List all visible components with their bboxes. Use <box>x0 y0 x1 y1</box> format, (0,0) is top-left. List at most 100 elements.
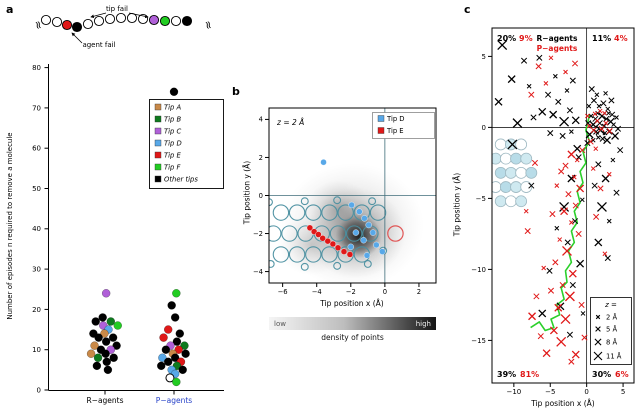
data-point-x <box>528 182 535 189</box>
legend-marker <box>154 151 162 159</box>
molecule-unit <box>126 12 138 24</box>
chain-break-mark: ≈ <box>31 19 46 31</box>
data-point-x <box>548 55 554 61</box>
molecule-atom <box>515 195 528 208</box>
panel-b-x-axis-title: Tip position x (Å) <box>320 299 384 308</box>
data-point-x <box>535 63 542 70</box>
molecule-atom-outline <box>353 204 371 221</box>
legend-label: Other tips <box>164 176 198 184</box>
panel-a-chart: ≈ ≈ tip fail agent fail 0 10 20 30 40 50 60 70 80 R−a… <box>31 5 224 405</box>
data-point-x <box>610 157 616 163</box>
molecule-atom <box>505 138 517 151</box>
data-point-x <box>507 75 516 84</box>
molecule-unit <box>170 15 182 27</box>
pct-bottom-left-black: 39% <box>497 370 516 379</box>
molecule-atom-outline <box>368 197 377 206</box>
data-point-x <box>494 97 503 106</box>
data-point <box>348 201 355 209</box>
data-point-x <box>564 239 571 246</box>
data-point <box>101 349 110 358</box>
data-point-x <box>593 146 599 152</box>
x-tick-label: −10 <box>506 388 521 396</box>
p-agents-label: P−agents <box>537 44 578 53</box>
data-point-x <box>559 281 566 289</box>
data-point-x <box>590 166 596 171</box>
pct-bottom-right-red: 6% <box>615 370 629 379</box>
molecule-atom-outline <box>333 196 342 205</box>
molecule-atom-outline <box>321 204 338 221</box>
legend-label: Tip A <box>164 104 182 112</box>
legend-box <box>149 99 224 189</box>
data-point-x <box>602 110 607 116</box>
data-point-x <box>531 159 539 166</box>
data-point-x <box>596 201 607 212</box>
data-point-x <box>564 291 575 302</box>
data-point-x <box>590 137 596 143</box>
molecule-atom-outline <box>272 246 290 263</box>
data-point-x <box>546 267 553 274</box>
size-legend-marker <box>594 338 602 346</box>
y-tick-label: 4 <box>259 116 263 124</box>
data-point <box>108 333 118 342</box>
y-tick-label: 0 <box>37 386 41 394</box>
molecule-atom-outline <box>272 204 290 221</box>
molecule-atom-outline <box>305 204 322 221</box>
size-legend-marker <box>593 351 603 361</box>
data-point <box>101 337 111 346</box>
data-point-x <box>555 98 562 105</box>
plot-area <box>492 28 634 383</box>
tip-fail-arrow <box>90 12 107 18</box>
x-tick-label: 0 <box>584 388 588 396</box>
plot-border <box>491 27 635 384</box>
molecule-atom-outline <box>337 246 354 263</box>
panel-a-y-axis-title: Number of episodes n required to remove … <box>6 132 14 320</box>
data-point-x <box>581 334 588 341</box>
size-legend-box <box>590 297 632 365</box>
legend-marker <box>377 127 385 134</box>
data-point-x <box>597 185 604 192</box>
molecule-atom-outline <box>300 197 309 206</box>
data-point <box>113 321 123 330</box>
data-point-x <box>614 125 622 132</box>
data-point <box>379 248 386 255</box>
data-point <box>159 333 168 342</box>
data-point <box>178 365 187 375</box>
agent-fail-label: agent fail <box>82 41 115 49</box>
data-point-x <box>571 116 580 125</box>
data-point <box>90 341 99 350</box>
molecule-atom <box>505 166 517 179</box>
legend-label: Tip E <box>386 127 404 135</box>
data-point <box>172 377 181 387</box>
data-point <box>94 333 103 342</box>
molecule-unit <box>82 18 94 30</box>
pct-top-left-red: 9% <box>519 34 533 43</box>
data-point-x <box>613 189 620 196</box>
y-tick-label: 30 <box>32 266 41 274</box>
data-point <box>93 353 103 363</box>
x-tick-label: 0 <box>383 288 387 296</box>
data-point-x <box>559 116 570 127</box>
data-point-x <box>552 73 558 79</box>
molecule-atom <box>505 195 517 208</box>
data-point <box>170 353 180 363</box>
data-point-x <box>614 115 619 120</box>
data-point-x <box>512 118 523 129</box>
data-point-x <box>591 182 598 189</box>
pct-bottom-left-red: 81% <box>520 370 539 379</box>
data-point-x <box>588 86 595 93</box>
trajectory-path <box>530 114 591 332</box>
data-point <box>169 87 179 97</box>
data-point <box>363 252 371 259</box>
data-point-x <box>565 191 572 198</box>
data-point-x <box>592 111 598 117</box>
data-point <box>365 221 372 229</box>
data-point-x <box>584 139 591 147</box>
data-point-x <box>528 91 535 98</box>
legend-marker <box>154 127 162 135</box>
data-point-x <box>579 197 585 203</box>
molecule-atom <box>499 152 512 165</box>
data-point-x <box>545 91 552 98</box>
data-point-x <box>598 125 605 132</box>
size-legend-label: 8 Å <box>606 337 617 346</box>
data-point-x <box>530 114 537 121</box>
